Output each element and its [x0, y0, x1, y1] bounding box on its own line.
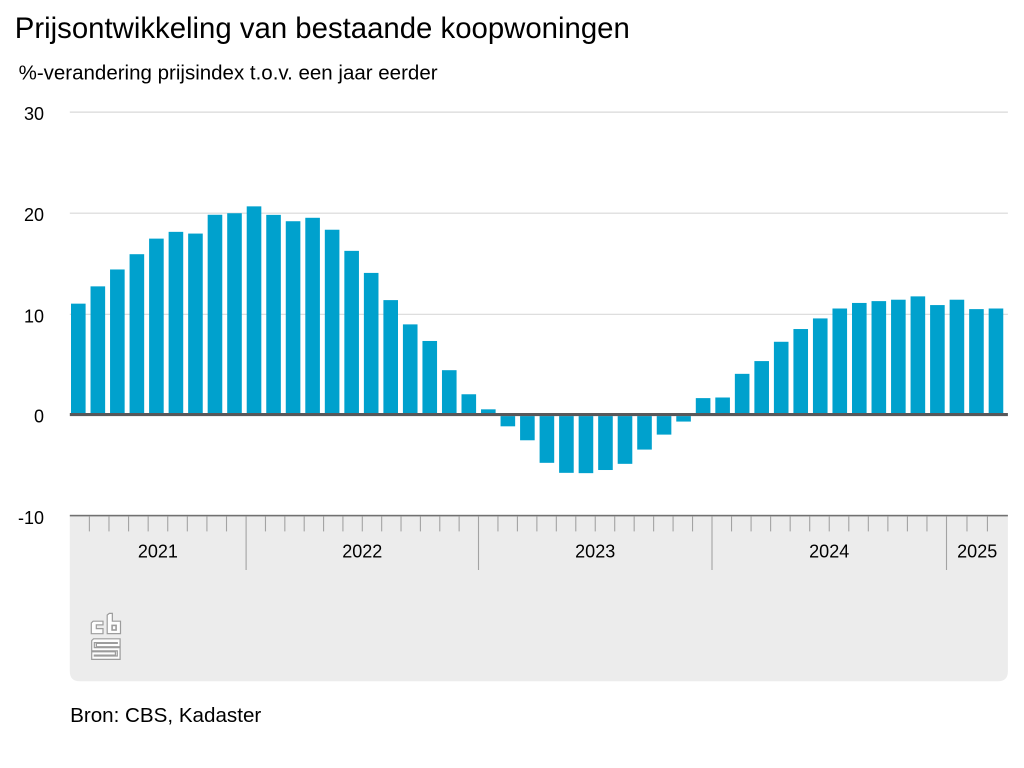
svg-text:Prijsontwikkeling van bestaand: Prijsontwikkeling van bestaande koopwoni…: [15, 12, 630, 45]
svg-text:30: 30: [24, 104, 44, 124]
svg-text:2025: 2025: [957, 542, 997, 562]
svg-text:%-verandering prijsindex t.o.v: %-verandering prijsindex t.o.v. een jaar…: [19, 62, 438, 85]
svg-text:2024: 2024: [809, 542, 849, 562]
svg-text:0: 0: [34, 407, 44, 427]
svg-text:20: 20: [24, 205, 44, 225]
svg-text:2022: 2022: [342, 542, 382, 562]
svg-text:Bron: CBS, Kadaster: Bron: CBS, Kadaster: [70, 704, 261, 727]
svg-text:-10: -10: [18, 508, 44, 528]
svg-text:2023: 2023: [575, 542, 615, 562]
svg-text:2021: 2021: [138, 542, 178, 562]
svg-text:10: 10: [24, 306, 44, 326]
